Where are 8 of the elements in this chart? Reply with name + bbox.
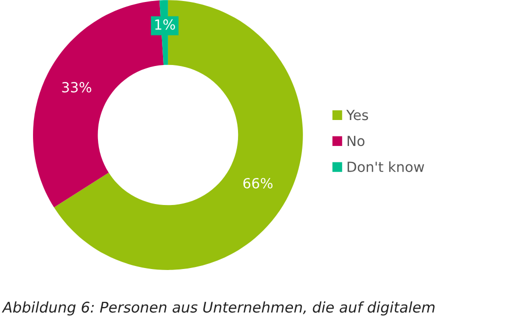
data-label: 33% bbox=[62, 82, 92, 92]
data-label: 66% bbox=[243, 178, 272, 188]
text: Abbildung 6: Personen aus Unternehmen, die auf digitalem bbox=[2, 301, 435, 316]
data-label: 1% bbox=[155, 19, 175, 30]
legend-label: Don't know bbox=[348, 161, 424, 172]
legend-label: No bbox=[348, 136, 364, 146]
donut-slice bbox=[54, 0, 303, 270]
legend-label: Yes bbox=[346, 110, 368, 120]
